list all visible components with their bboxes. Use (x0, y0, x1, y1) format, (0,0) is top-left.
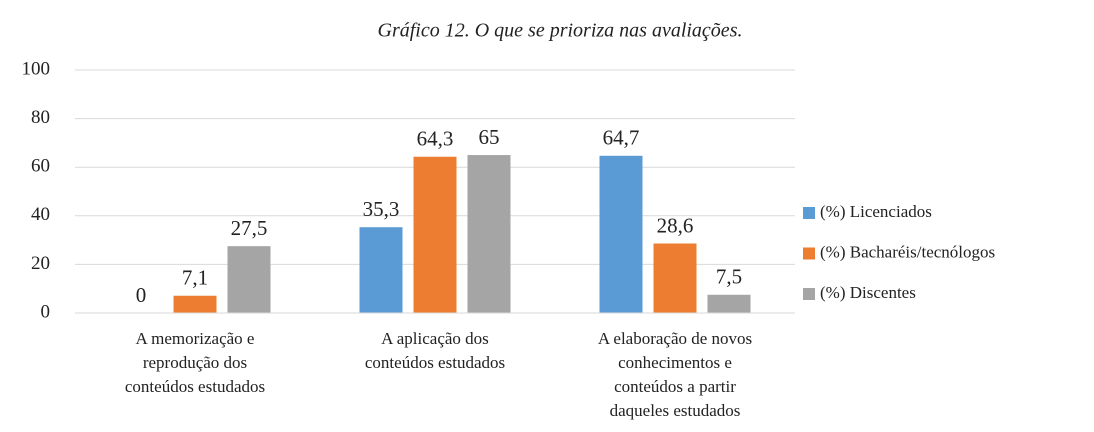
value-label: 65 (479, 125, 500, 149)
y-tick-label: 20 (31, 253, 50, 274)
value-label: 64,3 (417, 127, 454, 151)
value-label: 7,1 (182, 266, 208, 290)
bar (227, 246, 271, 313)
legend-label: (%) Discentes (820, 283, 916, 302)
bar (413, 156, 457, 313)
value-label: 64,7 (603, 126, 640, 150)
value-label: 28,6 (657, 213, 694, 237)
legend-swatch (803, 207, 815, 219)
bar (359, 227, 403, 313)
legend-swatch (803, 288, 815, 300)
x-tick-label: A elaboração de novos conhecimentos e cont… (598, 329, 752, 420)
y-tick-label: 100 (22, 58, 51, 79)
value-label: 35,3 (363, 197, 400, 221)
bar (173, 295, 217, 313)
bar (653, 243, 697, 313)
bar (599, 155, 643, 313)
bar (467, 155, 511, 313)
x-tick-label: A memorização e reprodução dos conteúdos e… (125, 329, 265, 396)
y-tick-label: 60 (31, 156, 50, 177)
legend-swatch (803, 247, 815, 260)
value-label: 7,5 (716, 265, 742, 289)
legend-label: (%) Licenciados (820, 202, 932, 221)
y-tick-label: 80 (31, 107, 50, 128)
y-tick-label: 40 (31, 204, 50, 225)
value-label: 27,5 (231, 216, 268, 240)
chart-title: Gráfico 12. O que se prioriza nas avalia… (378, 20, 743, 42)
x-tick-label: A aplicação dos conteúdos estudados (365, 329, 505, 372)
y-tick-label: 0 (41, 301, 51, 322)
bar (707, 294, 751, 313)
value-label: 0 (136, 283, 147, 307)
legend-label: (%) Bacharéis/tecnólogos (820, 242, 995, 261)
